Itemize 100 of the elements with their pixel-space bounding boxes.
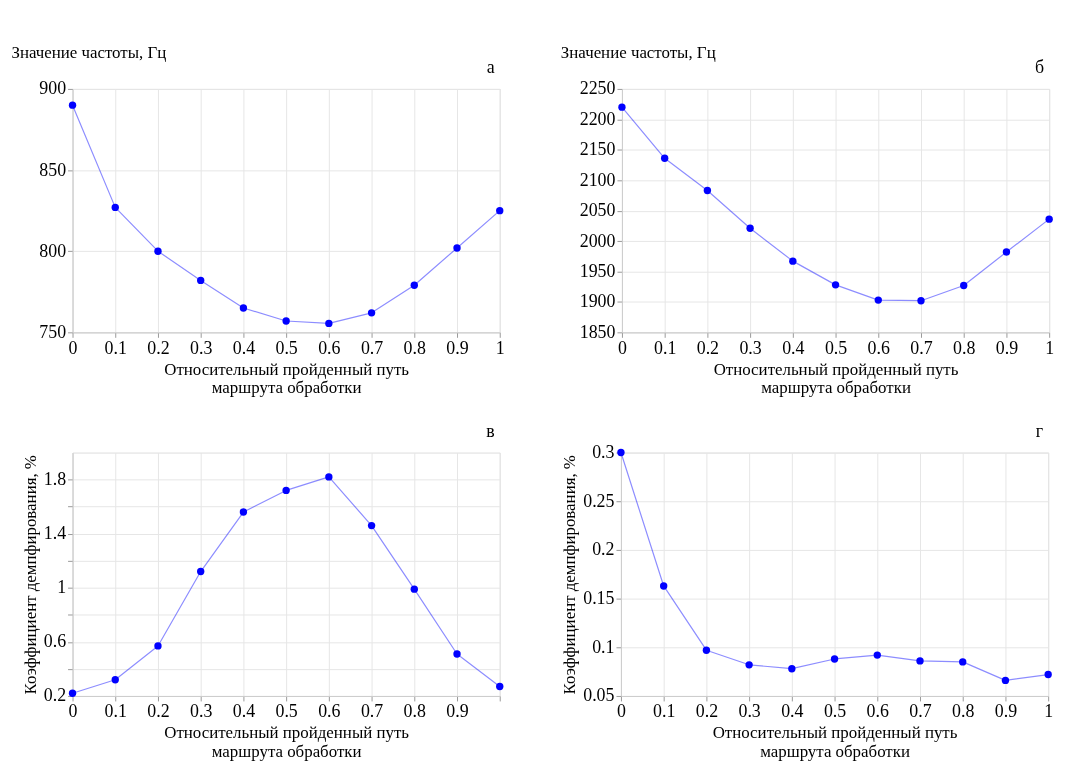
point	[325, 473, 333, 481]
x-tick-label: 0.1	[104, 337, 127, 358]
point	[453, 244, 461, 252]
x-tick-label: 0.9	[446, 701, 469, 722]
x-tick-label: 0.4	[232, 701, 256, 722]
y-tick-label: 0.6	[43, 631, 67, 652]
x-tick-label: 0.6	[866, 701, 890, 722]
x-tick-label: 0.9	[995, 337, 1019, 358]
x-tick-label: 0.4	[781, 701, 804, 722]
y-tick-label: 0.05	[583, 685, 615, 706]
point	[111, 203, 119, 212]
y-tick-label: 1900	[579, 291, 616, 312]
y-axis-title: Значение частоты, Гц	[11, 42, 167, 62]
y-tick-label: 0.2	[592, 539, 615, 560]
x-tick-label: 0.7	[360, 701, 384, 722]
x-tick-label: 0.2	[696, 337, 720, 358]
point	[959, 658, 967, 666]
y-tick-label: 0.25	[583, 490, 615, 511]
y-tick-label: 750	[39, 321, 67, 342]
x-tick-label: 0.2	[147, 337, 170, 358]
point	[282, 486, 290, 495]
x-tick-label: 0.8	[403, 337, 427, 358]
point	[367, 521, 376, 530]
y-tick-label: 0.2	[43, 685, 67, 706]
y-tick-label: 0.3	[592, 442, 615, 463]
point	[702, 646, 711, 654]
point	[239, 508, 248, 516]
y-tick-label: 1.4	[43, 523, 67, 544]
y-tick-label: 0.1	[592, 636, 615, 657]
x-tick-label: 0.8	[403, 701, 427, 722]
x-tick-label: 0.6	[867, 337, 891, 358]
x-tick-label: 0.1	[104, 701, 127, 722]
point	[111, 676, 119, 684]
point	[703, 186, 712, 195]
y-tick-label: 1.8	[43, 469, 67, 490]
x-axis-title: Относительный пройденный путь маршрута обработки	[712, 723, 958, 762]
point	[874, 296, 882, 304]
x-tick-label: 0.7	[909, 701, 932, 722]
x-tick-label: 0.3	[738, 701, 761, 722]
point	[1001, 676, 1010, 685]
point	[154, 642, 162, 650]
point	[367, 309, 376, 317]
y-tick-label: 2250	[579, 78, 616, 99]
x-tick-label: 1	[1045, 337, 1055, 358]
point	[830, 655, 839, 663]
x-tick-label: 0.3	[739, 337, 762, 358]
x-tick-label: 0	[68, 701, 78, 722]
x-tick-label: 0.6	[318, 337, 341, 358]
point	[917, 297, 925, 305]
y-tick-label: 2050	[579, 200, 616, 221]
x-tick-label: 1	[495, 337, 505, 358]
y-axis-title: Коэффициент демпфирования, %	[20, 455, 40, 695]
text: б	[1035, 57, 1045, 78]
point	[1044, 670, 1052, 679]
x-tick-label: 0	[617, 337, 627, 358]
x-tick-label: 0.2	[695, 701, 719, 722]
y-tick-label: 1	[57, 577, 67, 598]
y-tick-label: 2100	[579, 169, 616, 190]
point	[1002, 248, 1011, 256]
point	[1045, 215, 1053, 223]
y-tick-label: 2000	[579, 230, 616, 251]
point	[916, 657, 924, 665]
x-tick-label: 0.1	[653, 337, 677, 358]
point	[197, 276, 205, 285]
y-tick-label: 0.15	[583, 588, 615, 609]
x-tick-label: 0.4	[782, 337, 805, 358]
y-tick-label: 900	[39, 78, 67, 99]
x-axis-title: Относительный пройденный путь маршрута обработки	[164, 359, 410, 398]
x-tick-label: 0.1	[653, 701, 676, 722]
point	[745, 661, 753, 669]
x-tick-label: 0.2	[147, 701, 170, 722]
point	[154, 247, 162, 255]
point	[453, 650, 461, 658]
point	[617, 448, 625, 457]
y-tick-label: 800	[39, 240, 67, 261]
point	[197, 567, 205, 576]
y-tick-label: 2200	[579, 108, 616, 129]
x-tick-label: 0	[68, 337, 78, 358]
x-tick-label: 0.5	[824, 337, 848, 358]
y-axis-title: Коэффициент демпфирования, %	[560, 455, 580, 695]
point	[282, 317, 290, 325]
x-axis-title: Относительный пройденный путь маршрута обработки	[164, 723, 410, 762]
point	[618, 103, 626, 111]
point	[325, 319, 333, 328]
x-tick-label: 0.9	[446, 337, 469, 358]
y-tick-label: 850	[39, 159, 67, 180]
x-tick-label: 0.5	[823, 701, 847, 722]
x-tick-label: 0.4	[232, 337, 256, 358]
x-tick-label: 0.6	[318, 701, 341, 722]
text: в	[486, 420, 495, 441]
x-tick-label: 0.7	[910, 337, 933, 358]
point	[873, 651, 881, 659]
text: а	[486, 57, 495, 78]
x-tick-label: 0	[616, 701, 626, 722]
point	[660, 154, 669, 162]
point	[496, 682, 504, 691]
point	[788, 665, 796, 673]
point	[789, 257, 797, 265]
point	[239, 304, 248, 312]
point	[960, 281, 968, 290]
